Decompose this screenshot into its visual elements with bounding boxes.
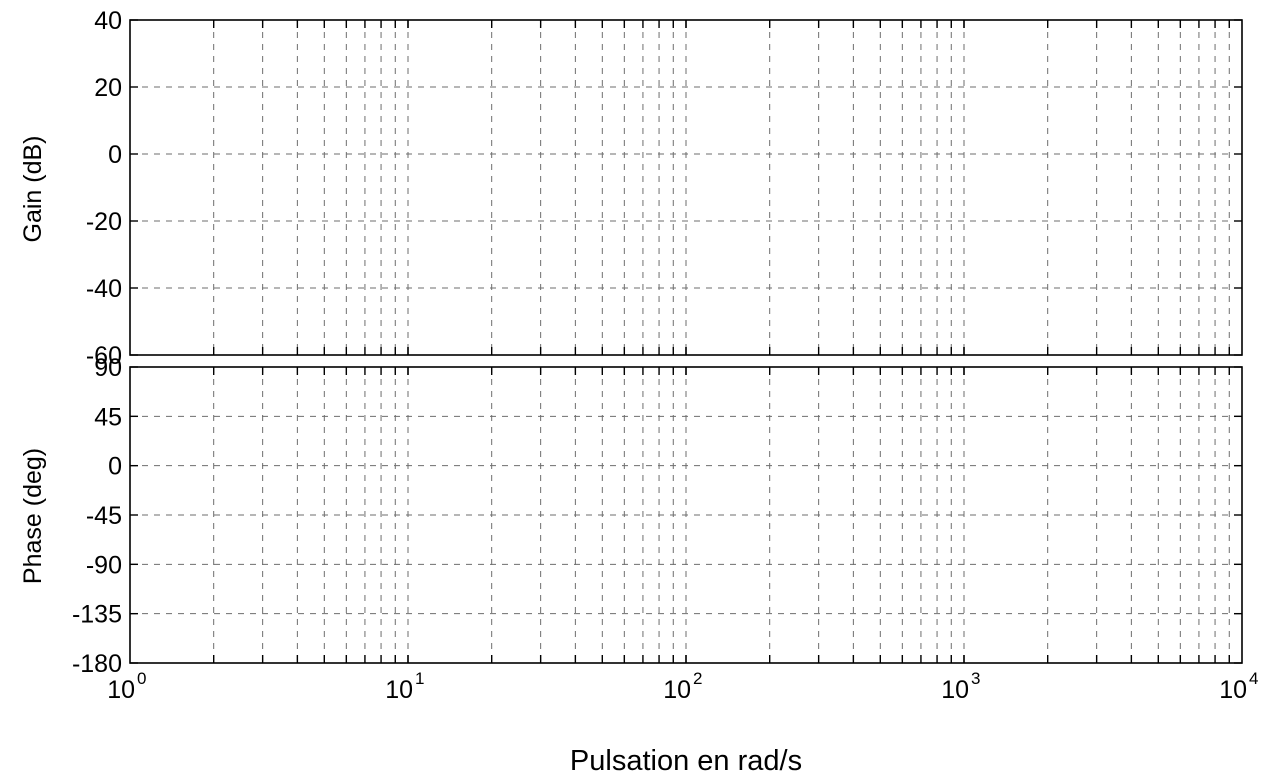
phase-ytick-label: 45 bbox=[94, 403, 122, 431]
gain-ytick-label: -60 bbox=[86, 342, 122, 370]
xtick-label-base: 10 bbox=[663, 676, 691, 704]
phase-ytick-label: 90 bbox=[94, 354, 122, 382]
phase-axes-frame bbox=[129, 366, 1243, 664]
phase-ytick-label: -180 bbox=[72, 650, 122, 678]
phase-ytick-label: -90 bbox=[86, 551, 122, 579]
x-axis-label: Pulsation en rad/s bbox=[570, 745, 802, 777]
xtick-label: 10 0 bbox=[107, 669, 146, 704]
xtick-label-exponent: 1 bbox=[415, 669, 424, 688]
gain-axes-frame bbox=[129, 19, 1243, 356]
gain-ytick-label: -40 bbox=[86, 275, 122, 303]
phase-ylabel: Phase (deg) bbox=[19, 448, 47, 584]
phase-ytick-label: -45 bbox=[86, 502, 122, 530]
xtick-label-base: 10 bbox=[385, 676, 413, 704]
xtick-label-exponent: 0 bbox=[137, 669, 146, 688]
gain-ytick-label: -20 bbox=[86, 208, 122, 236]
gain-axes: 40 20 0 -20 -40 -60 bbox=[86, 7, 1243, 370]
phase-ytick-label: 0 bbox=[108, 453, 122, 481]
xtick-label: 10 3 bbox=[941, 669, 980, 704]
xtick-label-base: 10 bbox=[1219, 676, 1247, 704]
phase-ytick-label: -135 bbox=[72, 601, 122, 629]
xtick-label: 10 2 bbox=[663, 669, 702, 704]
gain-ylabel: Gain (dB) bbox=[19, 136, 47, 243]
xtick-label: 10 1 bbox=[385, 669, 424, 704]
xtick-label: 10 4 bbox=[1219, 669, 1258, 704]
gain-ytick-label: 0 bbox=[108, 141, 122, 169]
xtick-label-base: 10 bbox=[107, 676, 135, 704]
xtick-label-base: 10 bbox=[941, 676, 969, 704]
xtick-label-exponent: 3 bbox=[971, 669, 980, 688]
gain-ytick-label: 40 bbox=[94, 7, 122, 35]
gain-ytick-label: 20 bbox=[94, 74, 122, 102]
xtick-label-exponent: 2 bbox=[693, 669, 702, 688]
xtick-label-exponent: 4 bbox=[1249, 669, 1258, 688]
